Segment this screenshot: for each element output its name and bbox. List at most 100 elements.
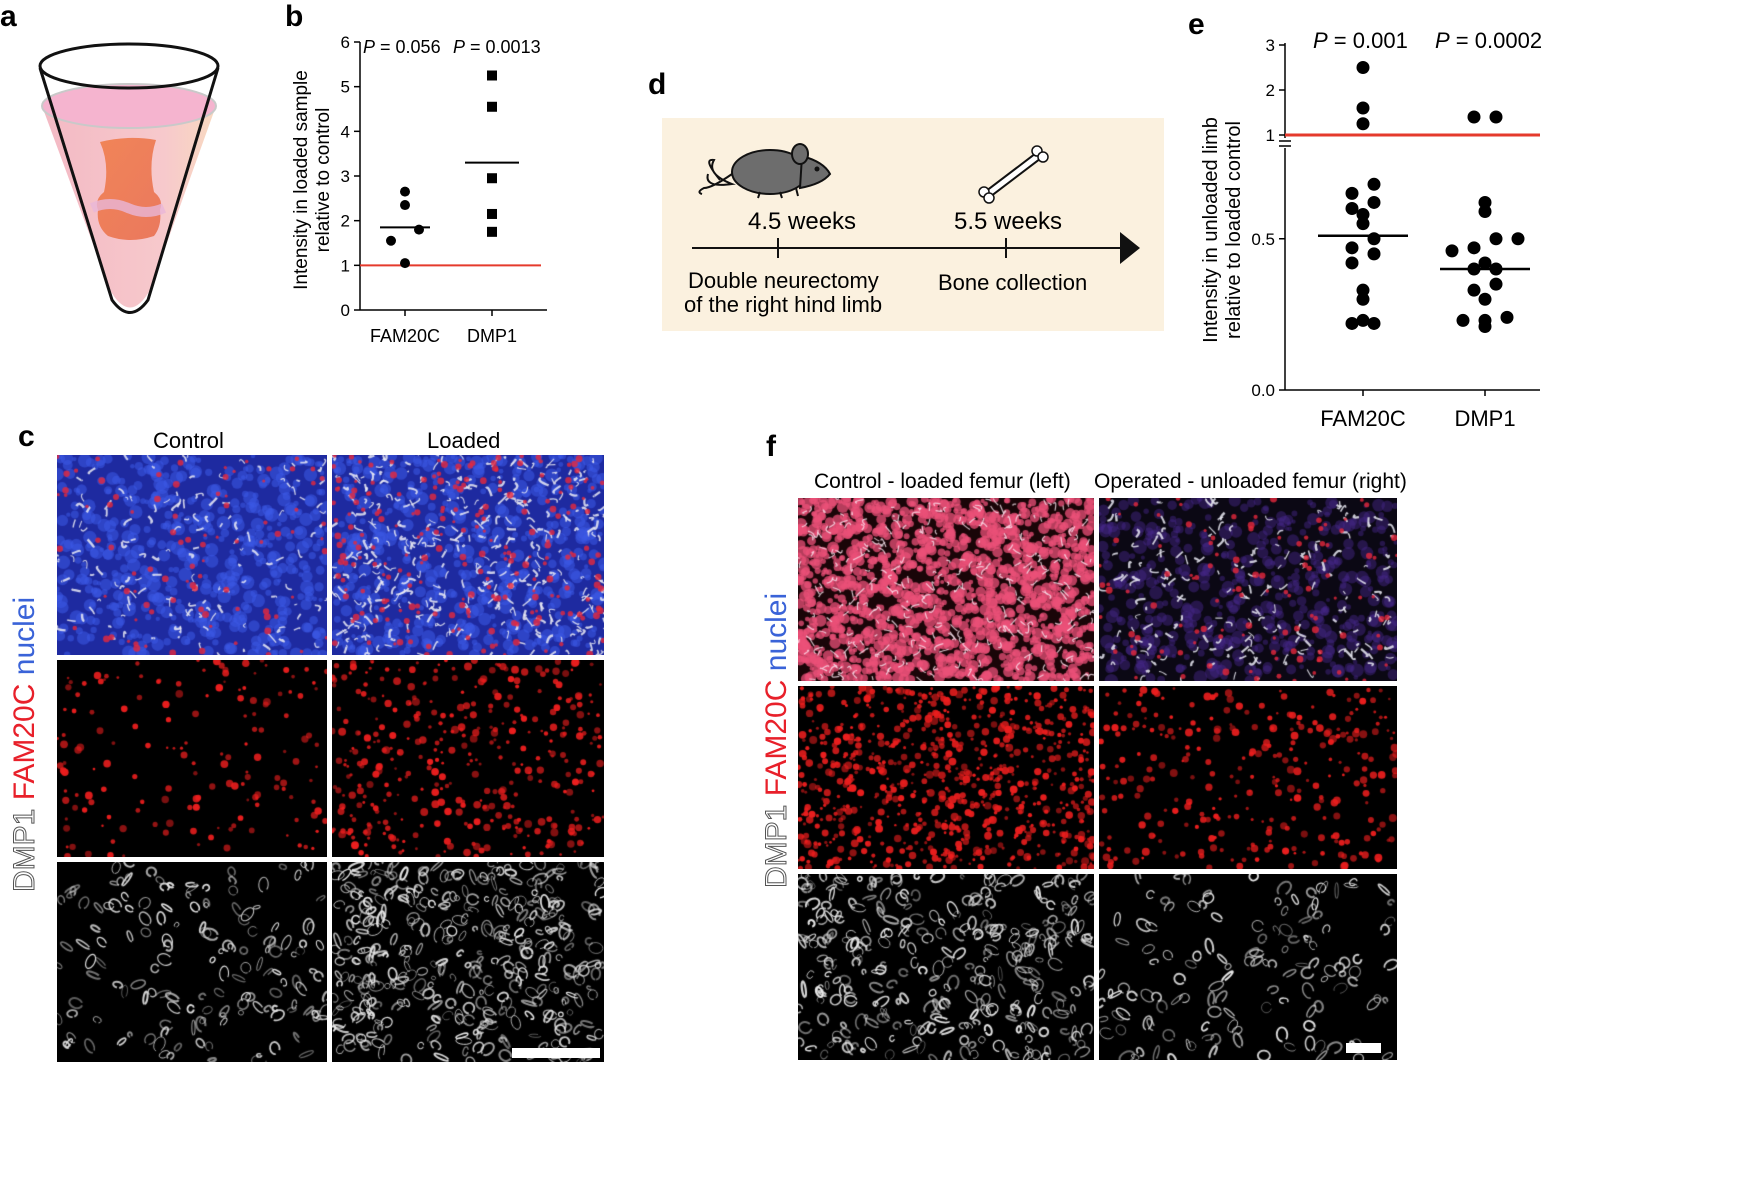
e-fam20c-point (1367, 316, 1381, 330)
panel-letter-a: a (0, 0, 17, 33)
b-fam20c-point (400, 186, 410, 197)
e-fam20c-point (1356, 283, 1370, 297)
panel-f-label-dmp1: DMP1 (760, 804, 794, 888)
panel-f-side-label: DMP1 FAM20C nuclei (760, 592, 794, 889)
e-fam20c-point (1345, 241, 1359, 255)
e-x-tick-label: FAM20C (1320, 406, 1406, 431)
b-y-tick-label: 5 (341, 78, 350, 97)
c-dmp1-control (57, 862, 327, 1062)
event-2: Bone collection (938, 270, 1088, 295)
e-p-value: P = 0.001 (1313, 28, 1408, 53)
b-p-value: P = 0.0013 (453, 37, 541, 57)
c-merge-control (57, 455, 327, 655)
b-y-tick-label: 3 (341, 167, 350, 186)
timeline-graphic (692, 143, 1140, 264)
e-fam20c-point (1367, 195, 1381, 209)
tube-illustration (38, 42, 220, 314)
e-fam20c-point (1367, 247, 1381, 261)
e-dmp1-point (1478, 195, 1492, 209)
e-y-label: Intensity in unloaded limb relative to lo… (1200, 117, 1245, 343)
b-dmp1-point (487, 70, 497, 81)
e-fam20c-point (1356, 117, 1370, 131)
panel-c-label-nuclei: nuclei (8, 596, 41, 676)
e-y-tick-label: 3 (1266, 36, 1275, 55)
e-fam20c-point (1345, 202, 1359, 215)
b-y-label-line-1: Intensity in loaded sample (291, 70, 312, 290)
tube-rim (38, 42, 220, 90)
chart-e: 1 2 3 0.0 0.5 FAM20C DMP1 P = 0.001 P = 0.0002 In… (1200, 28, 1542, 431)
b-fam20c-point (400, 200, 410, 211)
e-y-tick-label: 0.0 (1251, 381, 1275, 400)
b-y-tick-label: 4 (341, 122, 350, 141)
b-y-tick-label: 6 (341, 33, 350, 52)
scale-bar-c (512, 1048, 600, 1058)
panel-f-col-control: Control - loaded femur (left) (814, 470, 1071, 493)
e-fam20c-point (1356, 61, 1370, 74)
e-dmp1-point (1478, 319, 1492, 333)
panel-f-col-operated: Operated - unloaded femur (right) (1094, 470, 1407, 493)
e-dmp1-point (1511, 232, 1525, 246)
f-dmp1-operated (1099, 874, 1397, 1060)
c-fam20c-control (57, 660, 327, 857)
panel-c-label-fam20c: FAM20C (8, 683, 41, 801)
f-dmp1-control (798, 874, 1094, 1060)
b-x-tick-label: FAM20C (370, 326, 440, 346)
b-y-tick-label: 1 (341, 256, 350, 275)
e-fam20c-point (1345, 186, 1359, 200)
e-fam20c-point (1356, 313, 1370, 327)
b-y-label: Intensity in loaded sample relative to co… (291, 70, 334, 290)
e-dmp1-point (1467, 110, 1481, 124)
e-dmp1-point (1489, 232, 1503, 246)
e-dmp1-point (1478, 292, 1492, 306)
panel-c-side-label: DMP1 FAM20C nuclei (8, 596, 42, 893)
panel-letter-c: c (18, 420, 35, 453)
e-y-label-line-1: Intensity in unloaded limb (1200, 117, 1222, 343)
panel-c-col-loaded: Loaded (427, 428, 501, 453)
b-fam20c-point (400, 258, 410, 269)
panel-f-label-fam20c: FAM20C (760, 679, 793, 797)
e-fam20c-point (1356, 217, 1370, 231)
b-fam20c-point (386, 235, 396, 246)
e-fam20c-point (1356, 101, 1370, 115)
e-fam20c-point (1345, 256, 1359, 270)
e-fam20c-point (1356, 208, 1370, 222)
e-dmp1-point (1467, 283, 1481, 297)
panel-letter-f: f (766, 430, 776, 463)
panel-c-label-dmp1: DMP1 (8, 808, 42, 892)
e-y-label-line-2: relative to loaded control (1223, 121, 1245, 339)
panel-f-label-nuclei: nuclei (760, 592, 793, 672)
timeline-box (662, 118, 1164, 331)
b-dmp1-point (487, 173, 497, 184)
b-y-tick-label: 2 (341, 212, 350, 231)
b-dmp1-point (487, 226, 497, 237)
b-y-label-line-2: relative to control (313, 108, 334, 253)
femur-icon (978, 145, 1049, 204)
e-y-tick-label: 0.5 (1251, 230, 1275, 249)
panel-letter-b: b (285, 0, 304, 33)
panel-letter-d: d (648, 68, 667, 101)
e-x-tick-label: DMP1 (1454, 406, 1515, 431)
c-dmp1-loaded (332, 862, 604, 1062)
bone-icon (96, 137, 162, 240)
b-p-value: P = 0.056 (363, 37, 441, 57)
medium-surface (41, 83, 217, 129)
e-fam20c-point (1367, 232, 1381, 246)
e-dmp1-point (1489, 277, 1503, 291)
event-1-line-2: of the right hind limb (684, 292, 883, 317)
e-y-tick-label: 1 (1266, 126, 1275, 145)
chart-b: 0 1 2 3 4 5 6 FAM20C DMP1 P = 0.056 P = 0.0013 Inte… (291, 33, 547, 346)
mouse-icon (698, 143, 832, 199)
b-fam20c-point (414, 224, 424, 235)
e-p-value: P = 0.0002 (1435, 28, 1542, 53)
e-dmp1-point (1478, 205, 1492, 219)
c-fam20c-loaded (332, 660, 604, 857)
e-dmp1-point (1456, 313, 1470, 327)
event-1-line-1: Double neurectomy (688, 268, 879, 293)
arrow-head-icon (1120, 232, 1140, 264)
tube-outline (38, 67, 220, 314)
f-merge-control (798, 498, 1094, 681)
b-y-tick-label: 0 (341, 301, 350, 320)
f-fam20c-control (798, 686, 1094, 869)
f-merge-operated (1099, 498, 1397, 681)
e-dmp1-point (1478, 256, 1492, 270)
